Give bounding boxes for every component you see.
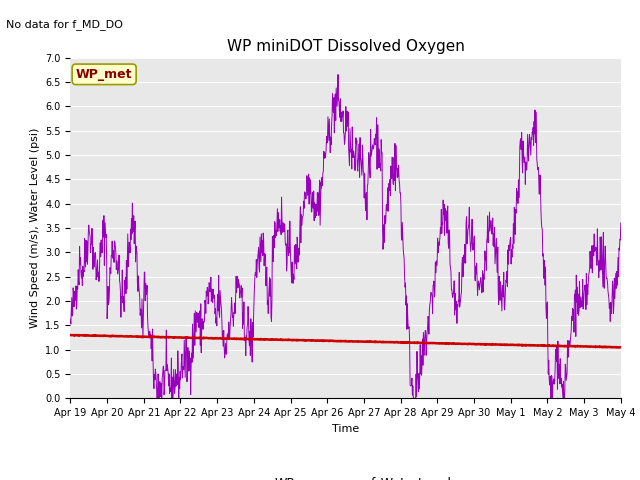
Text: No data for f_MD_DO: No data for f_MD_DO xyxy=(6,19,124,30)
Text: WP_met: WP_met xyxy=(76,68,132,81)
Legend: WP_ws, f_WaterLevel: WP_ws, f_WaterLevel xyxy=(234,471,457,480)
Y-axis label: Wind Speed (m/s), Water Level (psi): Wind Speed (m/s), Water Level (psi) xyxy=(29,128,40,328)
Title: WP miniDOT Dissolved Oxygen: WP miniDOT Dissolved Oxygen xyxy=(227,39,465,54)
X-axis label: Time: Time xyxy=(332,424,359,433)
